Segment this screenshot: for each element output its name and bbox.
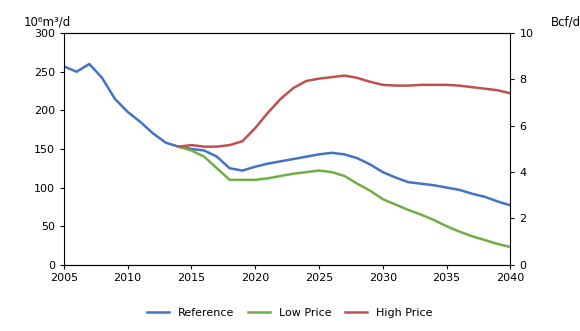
Reference [201, 149, 208, 153]
Low Price [507, 245, 514, 249]
High Price [213, 145, 220, 149]
Reference [150, 131, 157, 135]
Low Price [456, 230, 463, 234]
Reference [469, 192, 476, 196]
Low Price [303, 170, 310, 174]
High Price [443, 83, 450, 87]
High Price [418, 83, 425, 87]
High Price [367, 80, 374, 84]
High Price [481, 87, 488, 91]
Low Price [443, 224, 450, 228]
Low Price [405, 208, 412, 212]
High Price [392, 84, 399, 88]
Line: Low Price: Low Price [179, 147, 510, 247]
Low Price [341, 174, 348, 178]
Reference [316, 152, 322, 156]
High Price [303, 79, 310, 83]
Reference [124, 110, 131, 114]
Low Price [201, 155, 208, 159]
Low Price [379, 197, 386, 201]
Low Price [328, 170, 335, 174]
Reference [264, 162, 271, 166]
High Price [264, 111, 271, 115]
High Price [456, 84, 463, 88]
Low Price [277, 174, 284, 178]
High Price [290, 86, 297, 90]
Reference [277, 159, 284, 163]
Low Price [252, 178, 259, 182]
Reference [443, 186, 450, 190]
Low Price [290, 172, 297, 176]
Reference [213, 155, 220, 159]
Reference [494, 200, 501, 204]
Reference [226, 166, 233, 170]
Reference [290, 157, 297, 161]
Reference [405, 180, 412, 184]
High Price [226, 143, 233, 147]
Low Price [494, 242, 501, 246]
High Price [252, 126, 259, 130]
Low Price [226, 178, 233, 182]
Text: Bcf/d: Bcf/d [550, 16, 580, 28]
Low Price [239, 178, 246, 182]
High Price [430, 83, 437, 87]
High Price [341, 73, 348, 77]
Reference [137, 120, 144, 124]
High Price [405, 84, 412, 88]
High Price [201, 145, 208, 149]
High Price [354, 76, 361, 80]
Reference [328, 151, 335, 155]
High Price [379, 83, 386, 87]
Reference [341, 152, 348, 156]
Reference [239, 168, 246, 172]
Low Price [213, 166, 220, 170]
Low Price [316, 168, 322, 172]
Line: Reference: Reference [64, 64, 510, 205]
Low Price [188, 149, 195, 153]
Reference [418, 182, 425, 186]
Low Price [175, 145, 182, 149]
Reference [188, 147, 195, 151]
High Price [188, 143, 195, 147]
Reference [86, 62, 93, 66]
Reference [430, 183, 437, 187]
High Price [175, 145, 182, 149]
Low Price [392, 203, 399, 207]
Reference [252, 165, 259, 169]
Reference [507, 203, 514, 207]
High Price [277, 97, 284, 101]
Low Price [264, 176, 271, 180]
Reference [481, 195, 488, 199]
Reference [379, 170, 386, 174]
Reference [456, 188, 463, 192]
Reference [73, 70, 80, 74]
Low Price [481, 238, 488, 242]
High Price [239, 139, 246, 143]
Reference [175, 145, 182, 149]
Low Price [469, 234, 476, 238]
Reference [60, 64, 67, 68]
High Price [328, 75, 335, 79]
Reference [392, 175, 399, 179]
High Price [469, 85, 476, 89]
Reference [367, 163, 374, 166]
High Price [494, 88, 501, 92]
Low Price [367, 189, 374, 193]
Reference [111, 97, 118, 101]
Reference [303, 155, 310, 159]
Reference [99, 76, 106, 80]
Text: 10⁶m³/d: 10⁶m³/d [24, 16, 71, 28]
Low Price [430, 218, 437, 222]
Reference [354, 156, 361, 160]
Reference [162, 141, 169, 145]
High Price [507, 91, 514, 95]
Legend: Reference, Low Price, High Price: Reference, Low Price, High Price [143, 303, 437, 322]
High Price [316, 77, 322, 81]
Low Price [354, 182, 361, 186]
Low Price [418, 213, 425, 216]
Line: High Price: High Price [179, 75, 510, 147]
